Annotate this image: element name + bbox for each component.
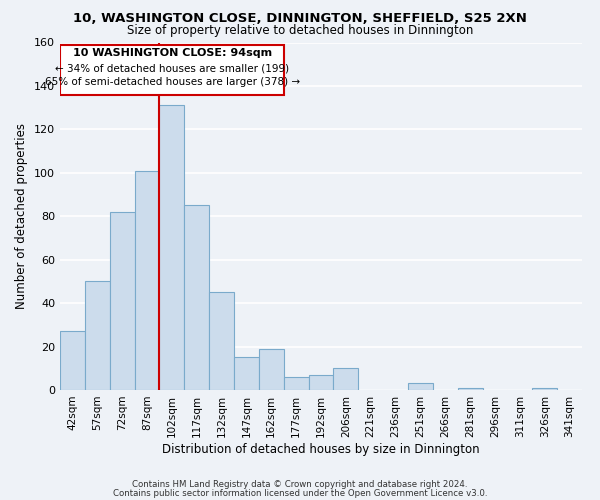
Text: 10, WASHINGTON CLOSE, DINNINGTON, SHEFFIELD, S25 2XN: 10, WASHINGTON CLOSE, DINNINGTON, SHEFFI… [73, 12, 527, 26]
Text: Size of property relative to detached houses in Dinnington: Size of property relative to detached ho… [127, 24, 473, 37]
Bar [160, 106, 184, 390]
Bar [259, 348, 284, 390]
Bar [458, 388, 482, 390]
Bar [184, 206, 209, 390]
Bar [134, 170, 160, 390]
Bar [308, 375, 334, 390]
Bar [60, 332, 85, 390]
X-axis label: Distribution of detached houses by size in Dinnington: Distribution of detached houses by size … [162, 442, 480, 456]
FancyBboxPatch shape [61, 44, 284, 94]
Text: ← 34% of detached houses are smaller (199): ← 34% of detached houses are smaller (19… [55, 63, 289, 73]
Text: Contains public sector information licensed under the Open Government Licence v3: Contains public sector information licen… [113, 488, 487, 498]
Text: 65% of semi-detached houses are larger (378) →: 65% of semi-detached houses are larger (… [44, 77, 299, 87]
Bar [234, 358, 259, 390]
Bar [334, 368, 358, 390]
Bar [284, 377, 308, 390]
Bar [532, 388, 557, 390]
Text: Contains HM Land Registry data © Crown copyright and database right 2024.: Contains HM Land Registry data © Crown c… [132, 480, 468, 489]
Bar [85, 282, 110, 390]
Y-axis label: Number of detached properties: Number of detached properties [16, 123, 28, 309]
Bar [110, 212, 134, 390]
Text: 10 WASHINGTON CLOSE: 94sqm: 10 WASHINGTON CLOSE: 94sqm [73, 48, 272, 58]
Bar [209, 292, 234, 390]
Bar [408, 384, 433, 390]
